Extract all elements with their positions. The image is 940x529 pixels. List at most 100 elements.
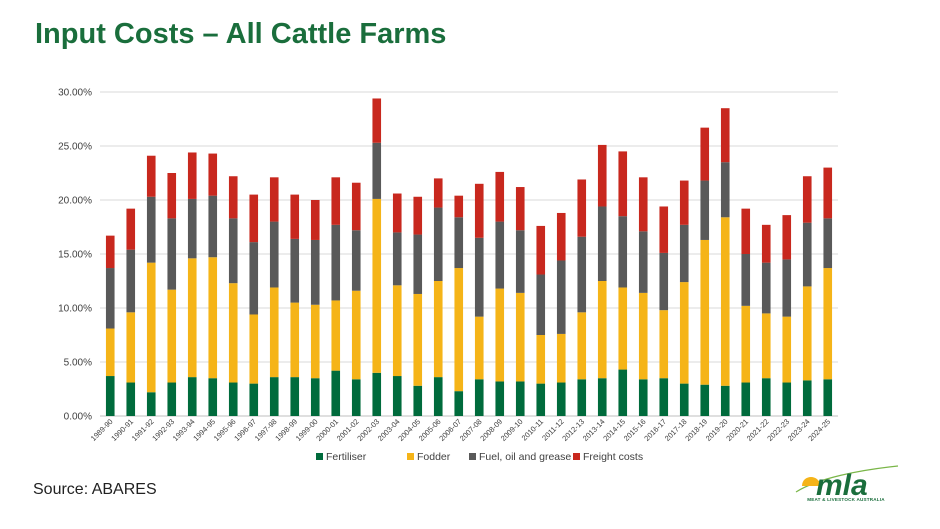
bar-fuel-oil-and-grease [679, 224, 689, 283]
bar-stack [474, 183, 484, 416]
bar-stack [105, 235, 115, 416]
bar-stack [146, 155, 156, 416]
bar-fertiliser [146, 392, 156, 416]
bar-fodder [659, 310, 669, 379]
bar-fertiliser [823, 379, 833, 416]
legend: Fertiliser Fodder Fuel, oil and grease Frei… [316, 451, 643, 463]
bar-fuel-oil-and-grease [495, 221, 505, 289]
bar-fertiliser [310, 378, 320, 416]
logo-subtext: MEAT & LIVESTOCK AUSTRALIA [807, 497, 885, 502]
bar-fertiliser [413, 385, 423, 416]
bar-freight-costs [659, 206, 669, 253]
bar-fuel-oil-and-grease [310, 239, 320, 305]
bar-fuel-oil-and-grease [372, 142, 382, 199]
bar-freight-costs [741, 208, 751, 254]
bar-fodder [105, 328, 115, 377]
bar-fuel-oil-and-grease [761, 262, 771, 314]
bar-fuel-oil-and-grease [454, 217, 464, 269]
bar-stack [413, 196, 423, 416]
bar-fuel-oil-and-grease [597, 206, 607, 281]
legend-label: Fodder [417, 451, 451, 463]
bar-stack [167, 173, 177, 416]
bar-fodder [700, 239, 710, 385]
logo-text: mla [816, 469, 868, 502]
bar-freight-costs [454, 195, 464, 218]
bar-freight-costs [495, 171, 505, 222]
bar-stack [597, 144, 607, 416]
bar-fertiliser [454, 391, 464, 416]
x-axis: 1989-901990-911991-921992-931993-941994-… [89, 417, 832, 443]
bar-fuel-oil-and-grease [392, 232, 402, 286]
bar-fuel-oil-and-grease [187, 198, 197, 259]
bar-fodder [823, 268, 833, 380]
bar-fertiliser [782, 382, 792, 416]
bar-fertiliser [515, 381, 525, 416]
bar-stack [372, 98, 382, 416]
bar-fodder [495, 288, 505, 382]
bar-freight-costs [372, 98, 382, 143]
y-tick-label: 25.00% [58, 142, 92, 153]
y-tick-label: 15.00% [58, 250, 92, 261]
bar-stack [495, 171, 505, 416]
legend-swatch [469, 453, 476, 460]
bar-stack [454, 195, 464, 416]
bar-fertiliser [474, 379, 484, 416]
bar-fuel-oil-and-grease [720, 162, 730, 218]
bar-fertiliser [126, 382, 136, 416]
bar-freight-costs [536, 225, 546, 275]
x-tick-label: 2010-11 [520, 417, 545, 442]
bar-fuel-oil-and-grease [700, 180, 710, 240]
y-tick-label: 30.00% [58, 88, 92, 99]
bar-fodder [249, 314, 259, 384]
bar-fuel-oil-and-grease [290, 238, 300, 303]
bar-stack [126, 208, 136, 416]
bar-freight-costs [556, 212, 566, 261]
bar-fuel-oil-and-grease [208, 195, 218, 258]
bar-fuel-oil-and-grease [413, 234, 423, 294]
bar-fuel-oil-and-grease [146, 196, 156, 263]
bar-stack [290, 194, 300, 416]
bar-fertiliser [659, 378, 669, 416]
legend-label: Fertiliser [326, 451, 367, 463]
bar-fuel-oil-and-grease [167, 218, 177, 290]
bar-fodder [720, 217, 730, 386]
bar-freight-costs [208, 153, 218, 196]
page-title: Input Costs – All Cattle Farms [35, 18, 447, 50]
bar-freight-costs [269, 177, 279, 222]
bar-fuel-oil-and-grease [782, 259, 792, 317]
bar-stack [331, 177, 341, 416]
bar-fodder [208, 257, 218, 379]
bar-fertiliser [618, 369, 628, 416]
bar-fuel-oil-and-grease [351, 230, 361, 291]
bar-fertiliser [556, 382, 566, 416]
bar-stack [638, 177, 648, 416]
legend-item: Fuel, oil and grease [469, 451, 571, 463]
bar-fuel-oil-and-grease [249, 242, 259, 315]
bar-fertiliser [249, 383, 259, 416]
bar-fuel-oil-and-grease [741, 254, 751, 306]
bar-freight-costs [187, 152, 197, 199]
bar-fuel-oil-and-grease [105, 268, 115, 329]
bar-fuel-oil-and-grease [126, 249, 136, 313]
bar-stack [618, 151, 628, 416]
x-tick-label: 2024-25 [806, 417, 832, 443]
bar-stack [351, 182, 361, 416]
bar-fodder [331, 300, 341, 371]
bar-stack [208, 153, 218, 416]
bar-fertiliser [208, 378, 218, 416]
bar-fodder [351, 290, 361, 380]
bar-fodder [433, 281, 443, 378]
bar-fodder [782, 316, 792, 383]
bar-fodder [372, 198, 382, 373]
bar-fertiliser [228, 382, 238, 416]
legend-item: Fertiliser [316, 451, 367, 463]
bar-fodder [413, 293, 423, 386]
bar-freight-costs [351, 182, 361, 231]
bar-freight-costs [331, 177, 341, 225]
bar-fertiliser [638, 379, 648, 416]
bar-fuel-oil-and-grease [823, 218, 833, 269]
bar-fuel-oil-and-grease [433, 207, 443, 281]
bar-fodder [167, 289, 177, 383]
bar-fuel-oil-and-grease [638, 231, 648, 293]
bar-fuel-oil-and-grease [802, 222, 812, 287]
